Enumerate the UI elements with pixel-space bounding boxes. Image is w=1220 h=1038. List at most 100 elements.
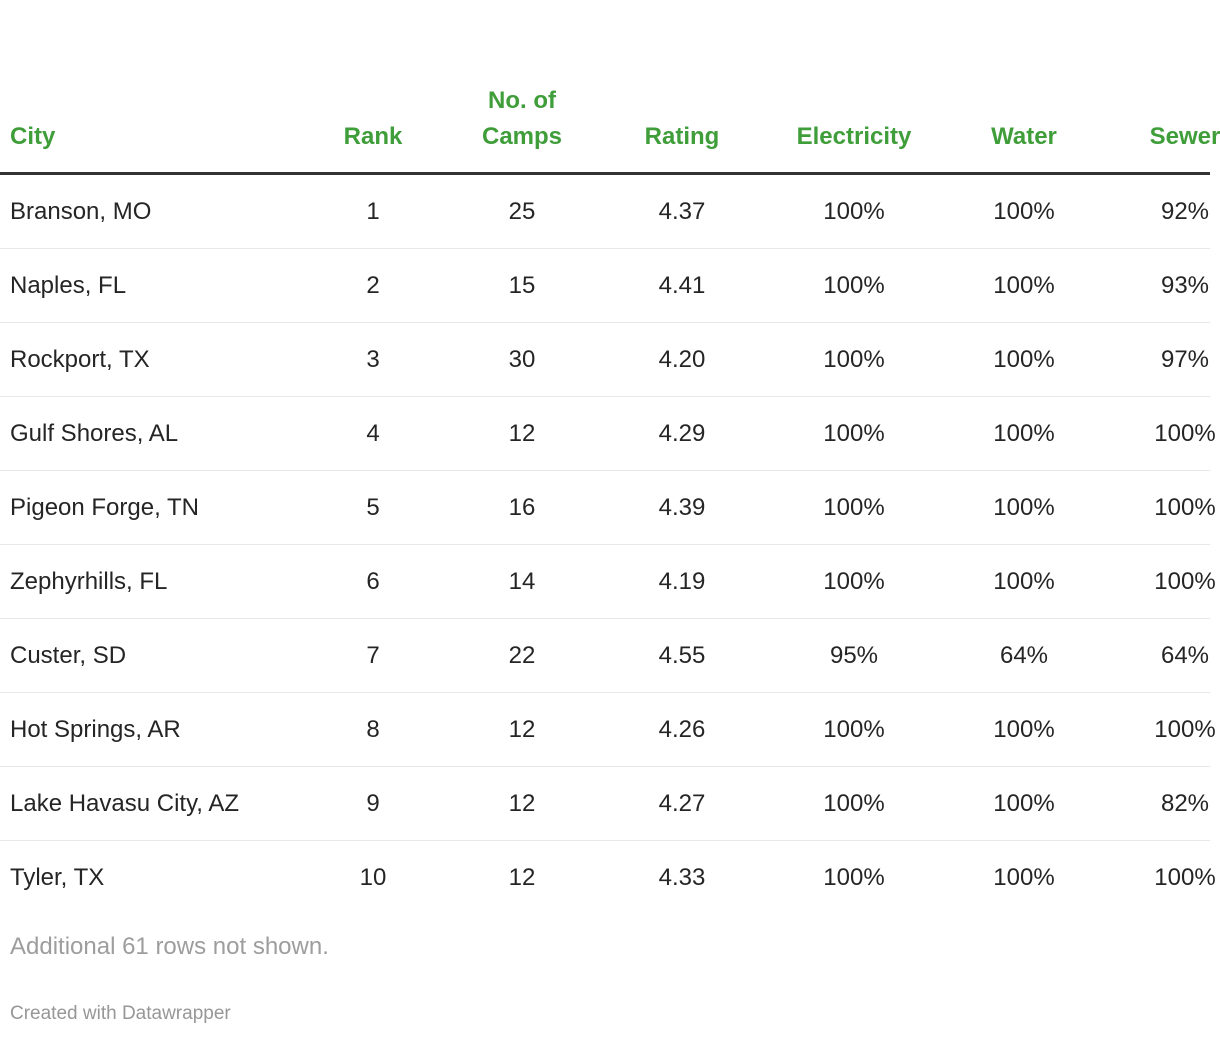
- rank-cell: 3: [366, 346, 380, 373]
- column-header-line: Sewer: [1149, 123, 1220, 150]
- table-row: Gulf Shores, AL 4 12 4.29 100% 100% 100%: [0, 397, 1220, 471]
- water-cell: 100%: [993, 198, 1055, 225]
- city-cell: Gulf Shores, AL: [10, 420, 179, 447]
- column-header-water: Water: [942, 119, 1106, 155]
- electricity-cell: 100%: [823, 864, 885, 891]
- rating-cell: 4.37: [658, 198, 706, 225]
- no-of-camps-cell: 14: [508, 568, 536, 595]
- no-of-camps-cell: 30: [508, 346, 536, 373]
- rating-cell: 4.19: [658, 568, 706, 595]
- city-cell: Naples, FL: [10, 272, 127, 299]
- table-row: Hot Springs, AR 8 12 4.26 100% 100% 100%: [0, 693, 1220, 767]
- water-cell: 100%: [993, 346, 1055, 373]
- water-cell: 100%: [993, 790, 1055, 817]
- rating-cell: 4.41: [658, 272, 706, 299]
- water-cell: 100%: [993, 494, 1055, 521]
- sewer-cell: 92%: [1160, 198, 1210, 225]
- table-row: Branson, MO 1 25 4.37 100% 100% 92%: [0, 175, 1220, 249]
- no-of-camps-cell: 22: [508, 642, 536, 669]
- no-of-camps-cell: 12: [508, 716, 536, 743]
- sewer-cell: 100%: [1154, 716, 1216, 743]
- column-header-line: Electricity: [796, 123, 912, 150]
- electricity-cell: 100%: [823, 346, 885, 373]
- column-header-rank: Rank: [300, 119, 446, 155]
- rating-cell: 4.26: [658, 716, 706, 743]
- rank-cell: 1: [366, 198, 380, 225]
- table-row: Lake Havasu City, AZ 9 12 4.27 100% 100% 82%: [0, 767, 1220, 841]
- rank-cell: 6: [366, 568, 380, 595]
- city-cell: Branson, MO: [10, 198, 152, 225]
- sewer-cell: 100%: [1154, 864, 1216, 891]
- electricity-cell: 100%: [823, 716, 885, 743]
- table-row: Tyler, TX 10 12 4.33 100% 100% 100%: [0, 841, 1220, 915]
- water-cell: 100%: [993, 716, 1055, 743]
- city-cell: Pigeon Forge, TN: [10, 494, 199, 521]
- table-header-row: City Rank No. of Camps Rating Electricity Wate…: [0, 0, 1220, 175]
- rating-cell: 4.27: [658, 790, 706, 817]
- water-cell: 100%: [993, 568, 1055, 595]
- electricity-cell: 100%: [823, 272, 885, 299]
- sewer-cell: 100%: [1154, 420, 1216, 447]
- table-row: Zephyrhills, FL 6 14 4.19 100% 100% 100%: [0, 545, 1220, 619]
- sewer-cell: 100%: [1154, 568, 1216, 595]
- sewer-cell: 97%: [1160, 346, 1210, 373]
- sewer-cell: 93%: [1160, 272, 1210, 299]
- rating-cell: 4.55: [658, 642, 706, 669]
- column-header-line: Water: [991, 123, 1057, 150]
- water-cell: 64%: [999, 642, 1049, 669]
- column-header-sewer: Sewer: [1106, 119, 1220, 155]
- rank-cell: 7: [366, 642, 380, 669]
- no-of-camps-cell: 12: [508, 864, 536, 891]
- datawrapper-attribution: Created with Datawrapper: [10, 1003, 231, 1024]
- water-cell: 100%: [993, 272, 1055, 299]
- no-of-camps-cell: 12: [508, 420, 536, 447]
- rating-cell: 4.39: [658, 494, 706, 521]
- column-header-no-of-camps: No. of Camps: [446, 83, 598, 155]
- rows-not-shown-note: Additional 61 rows not shown.: [10, 933, 329, 960]
- rating-cell: 4.29: [658, 420, 706, 447]
- rank-cell: 8: [366, 716, 380, 743]
- electricity-cell: 95%: [829, 642, 879, 669]
- table-row: Rockport, TX 3 30 4.20 100% 100% 97%: [0, 323, 1220, 397]
- rating-cell: 4.33: [658, 864, 706, 891]
- rating-cell: 4.20: [658, 346, 706, 373]
- column-header-electricity: Electricity: [766, 119, 942, 155]
- column-header-line: City: [10, 123, 56, 150]
- column-header-city: City: [0, 119, 300, 155]
- column-header-line: Camps: [481, 123, 563, 150]
- city-cell: Tyler, TX: [10, 864, 105, 891]
- no-of-camps-cell: 15: [508, 272, 536, 299]
- table-row: Custer, SD 7 22 4.55 95% 64% 64%: [0, 619, 1220, 693]
- table-row: Pigeon Forge, TN 5 16 4.39 100% 100% 100%: [0, 471, 1220, 545]
- electricity-cell: 100%: [823, 420, 885, 447]
- no-of-camps-cell: 16: [508, 494, 536, 521]
- rank-cell: 9: [366, 790, 380, 817]
- electricity-cell: 100%: [823, 568, 885, 595]
- no-of-camps-cell: 12: [508, 790, 536, 817]
- table: City Rank No. of Camps Rating Electricity Wate…: [0, 0, 1220, 915]
- column-header-line: Rating: [644, 123, 720, 150]
- sewer-cell: 64%: [1160, 642, 1210, 669]
- rank-cell: 5: [366, 494, 380, 521]
- column-header-line: Rank: [343, 123, 403, 150]
- rank-cell: 10: [359, 864, 387, 891]
- column-header-rating: Rating: [598, 119, 766, 155]
- electricity-cell: 100%: [823, 494, 885, 521]
- sewer-cell: 100%: [1154, 494, 1216, 521]
- city-cell: Lake Havasu City, AZ: [10, 790, 239, 817]
- city-cell: Rockport, TX: [10, 346, 150, 373]
- table-row: Naples, FL 2 15 4.41 100% 100% 93%: [0, 249, 1220, 323]
- rank-cell: 2: [366, 272, 380, 299]
- city-cell: Zephyrhills, FL: [10, 568, 168, 595]
- column-header-line: No. of: [488, 87, 556, 114]
- electricity-cell: 100%: [823, 198, 885, 225]
- electricity-cell: 100%: [823, 790, 885, 817]
- city-cell: Custer, SD: [10, 642, 127, 669]
- no-of-camps-cell: 25: [508, 198, 536, 225]
- rank-cell: 4: [366, 420, 380, 447]
- table-body: Branson, MO 1 25 4.37 100% 100% 92% Naples, FL 2…: [0, 175, 1220, 915]
- sewer-cell: 82%: [1160, 790, 1210, 817]
- water-cell: 100%: [993, 420, 1055, 447]
- water-cell: 100%: [993, 864, 1055, 891]
